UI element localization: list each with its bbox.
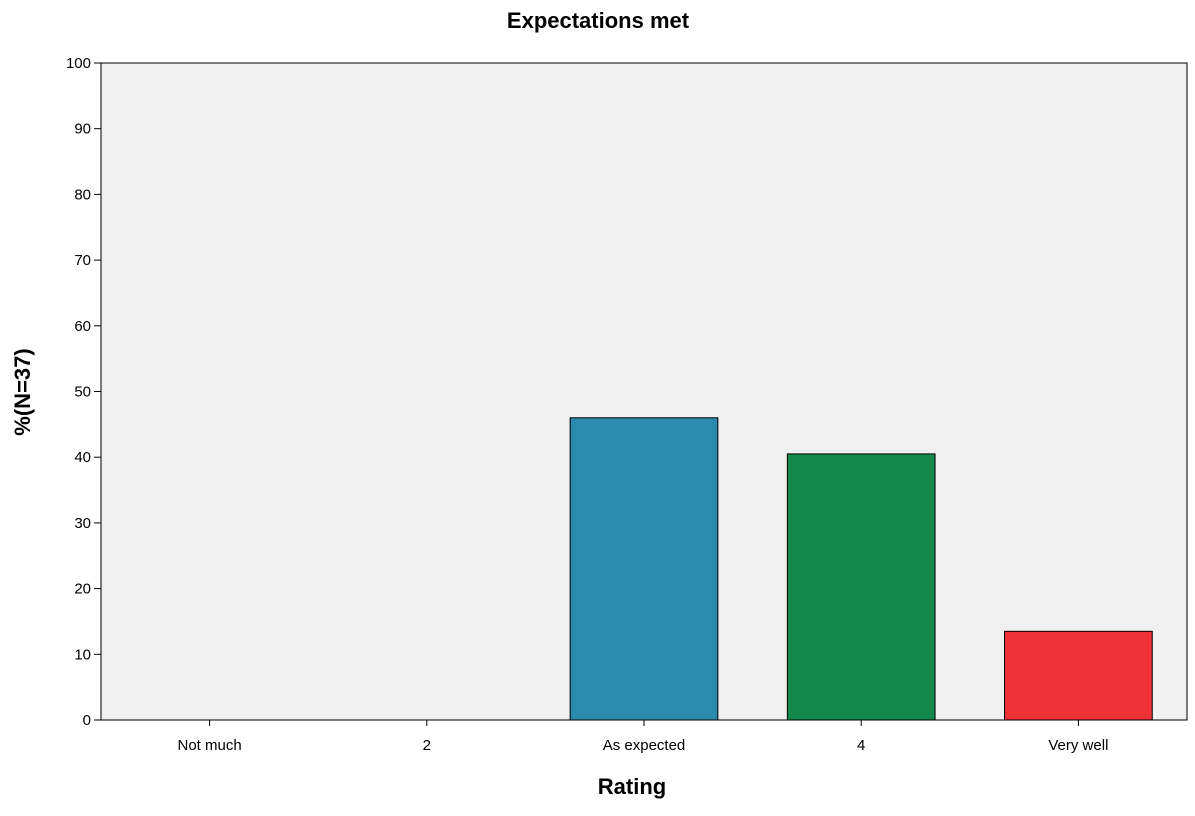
y-tick-label: 0 xyxy=(83,712,91,729)
y-tick-label: 100 xyxy=(66,55,91,72)
y-tick-label: 70 xyxy=(74,252,91,269)
y-tick-label: 40 xyxy=(74,449,91,466)
x-tick-label: As expected xyxy=(603,737,686,754)
y-tick-label: 60 xyxy=(74,318,91,335)
y-tick-label: 90 xyxy=(74,121,91,138)
y-tick-label: 50 xyxy=(74,384,91,401)
y-tick-label: 20 xyxy=(74,581,91,598)
x-tick-label: Not much xyxy=(177,737,241,754)
chart-title: Expectations met xyxy=(507,8,690,33)
y-tick-label: 80 xyxy=(74,186,91,203)
x-axis: Not much 2 As expected 4 Very well xyxy=(177,720,1108,754)
y-tick-label: 10 xyxy=(74,646,91,663)
bar-4 xyxy=(786,453,936,721)
bar-very-well xyxy=(1004,630,1153,721)
y-axis: 0 10 20 30 40 50 60 70 80 90 100 xyxy=(66,55,101,729)
x-tick-label: 2 xyxy=(423,737,431,754)
x-tick-label: 4 xyxy=(857,737,865,754)
x-axis-title: Rating xyxy=(598,774,666,799)
y-tick-label: 30 xyxy=(74,515,91,532)
y-axis-title: %(N=37) xyxy=(10,348,35,435)
bar-as-expected xyxy=(569,417,719,721)
bars-group xyxy=(569,417,1153,721)
x-tick-label: Very well xyxy=(1048,737,1108,754)
